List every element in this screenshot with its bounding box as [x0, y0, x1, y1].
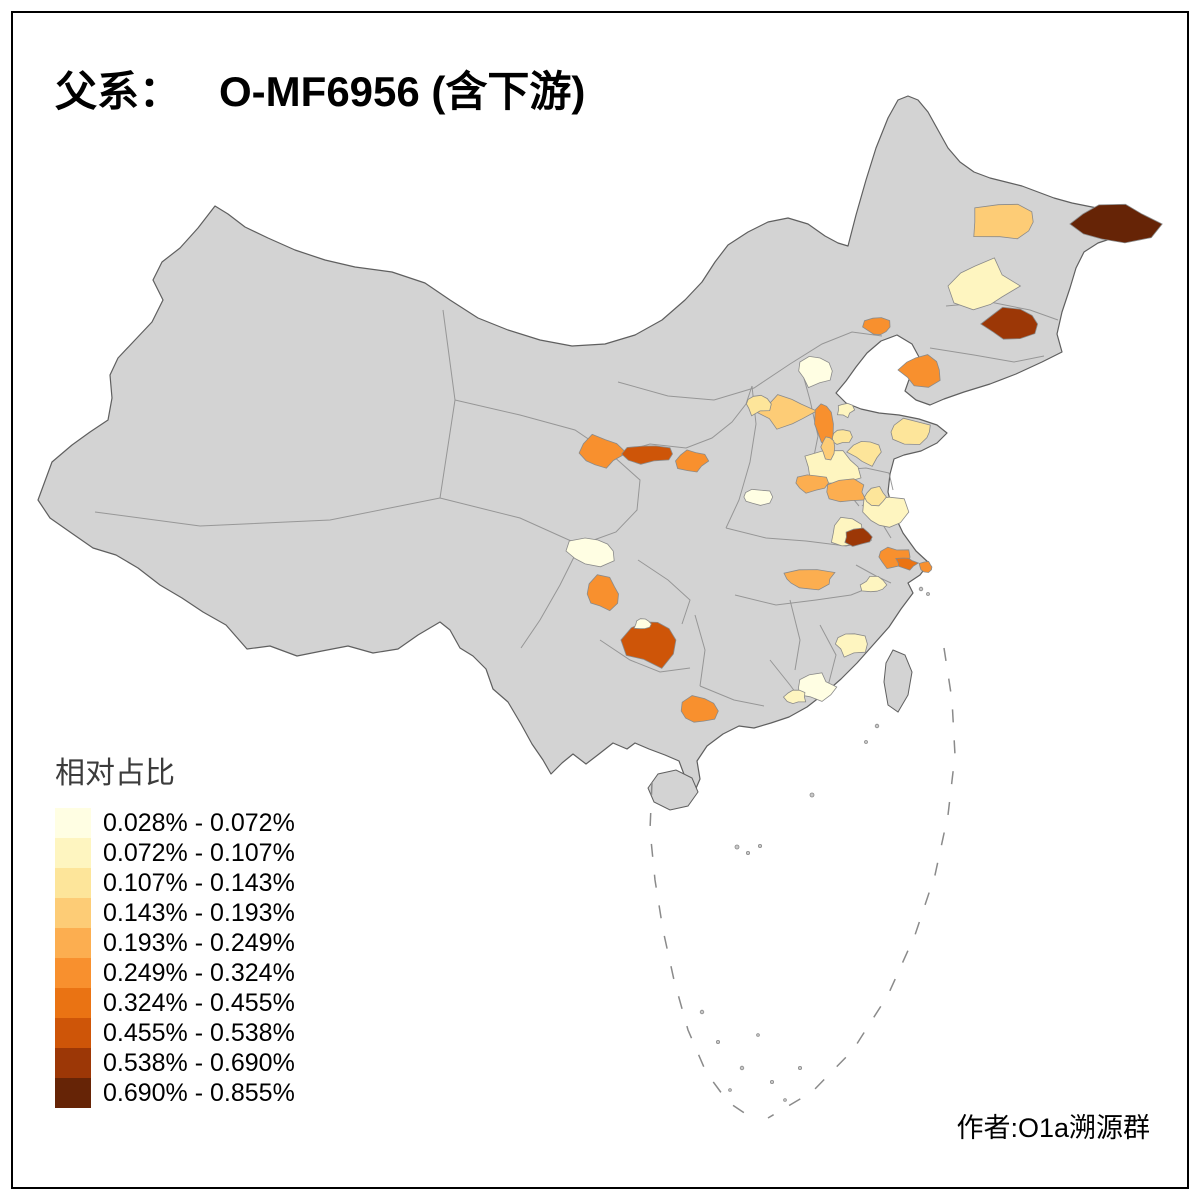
map-region-patch-guizhou-dot — [633, 618, 652, 630]
legend-row: 0.690% - 0.855% — [55, 1078, 295, 1108]
map-region-patch-henan-c — [795, 474, 830, 494]
choropleth-regions — [565, 203, 1163, 723]
legend-swatch — [55, 988, 91, 1018]
map-region-patch-henan-se — [826, 478, 867, 503]
legend-row: 0.072% - 0.107% — [55, 838, 295, 868]
legend-label: 0.455% - 0.538% — [103, 1018, 295, 1047]
map-region-patch-gansu — [578, 433, 628, 469]
taiwan-island — [883, 649, 913, 713]
legend-label: 0.193% - 0.249% — [103, 928, 295, 957]
legend-swatch — [55, 1078, 91, 1108]
legend-swatch — [55, 928, 91, 958]
attribution-text: 作者:O1a溯源群 — [956, 1113, 1150, 1143]
map-region-patch-hebei-s — [832, 429, 853, 445]
map-region-patch-ln-west — [862, 317, 891, 336]
small-islands — [699, 586, 930, 1102]
legend-swatch — [55, 958, 91, 988]
map-region-patch-hebei-c — [837, 402, 856, 419]
legend-row: 0.193% - 0.249% — [55, 928, 295, 958]
legend-label: 0.028% - 0.072% — [103, 808, 295, 837]
page-title: 父系： O-MF6956 (含下游) — [55, 58, 585, 119]
legend: 相对占比 0.028% - 0.072% 0.072% - 0.107% 0.107… — [55, 748, 295, 1108]
legend-row: 0.028% - 0.072% — [55, 808, 295, 838]
map-region-patch-hubei-strip — [783, 569, 836, 591]
legend-label: 0.107% - 0.143% — [103, 868, 295, 897]
map-region-patch-beijing — [798, 355, 833, 389]
legend-swatch — [55, 1048, 91, 1078]
map-region-patch-fujian-w — [798, 672, 838, 702]
legend-row: 0.455% - 0.538% — [55, 1018, 295, 1048]
legend-label: 0.072% - 0.107% — [103, 838, 295, 867]
map-region-patch-guangdong-e — [782, 689, 807, 705]
nine-dash-line — [649, 647, 956, 1119]
map-region-patch-shanghai — [918, 560, 933, 573]
map-region-patch-jiangxi-e — [834, 633, 868, 658]
map-region-patch-shandong-pen — [890, 417, 931, 445]
hainan-island — [647, 769, 699, 811]
map-region-patch-nanjing — [844, 527, 873, 547]
map-region-patch-guangxi — [680, 695, 719, 723]
legend-row: 0.143% - 0.193% — [55, 898, 295, 928]
legend-label: 0.249% - 0.324% — [103, 958, 295, 987]
legend-swatch — [55, 898, 91, 928]
map-region-patch-ne-tip — [1069, 203, 1163, 244]
map-region-patch-hlj-center — [947, 257, 1022, 311]
title-main: O-MF6956 (含下游) — [219, 68, 586, 115]
legend-row: 0.324% - 0.455% — [55, 988, 295, 1018]
legend-swatch — [55, 1018, 91, 1048]
legend-row: 0.107% - 0.143% — [55, 868, 295, 898]
legend-row: 0.249% - 0.324% — [55, 958, 295, 988]
map-region-patch-gansu-strip — [621, 445, 673, 465]
legend-label: 0.324% - 0.455% — [103, 988, 295, 1017]
map-region-patch-ningxia-s — [675, 449, 710, 473]
map-region-patch-sichuan-s — [586, 574, 619, 612]
legend-swatch — [55, 808, 91, 838]
legend-rows: 0.028% - 0.072% 0.072% - 0.107% 0.107% - 0… — [55, 808, 295, 1108]
legend-row: 0.538% - 0.690% — [55, 1048, 295, 1078]
map-region-patch-shanxi-n — [745, 394, 772, 417]
map-region-patch-shanxi-e — [820, 436, 836, 461]
map-region-patch-jilin — [980, 306, 1039, 340]
map-region-patch-suzhou-dark — [895, 557, 920, 571]
province-borders — [94, 301, 1059, 707]
map-region-patch-zhejiang-n — [859, 576, 888, 593]
legend-label: 0.143% - 0.193% — [103, 898, 295, 927]
title-prefix: 父系： — [55, 67, 182, 116]
map-region-patch-nm-east — [973, 203, 1034, 240]
map-region-patch-shandong-w — [846, 440, 882, 467]
legend-label: 0.538% - 0.690% — [103, 1048, 295, 1077]
map-region-patch-guanzhong — [743, 488, 774, 506]
map-region-patch-chengdu — [565, 537, 615, 568]
legend-title: 相对占比 — [55, 756, 175, 791]
legend-swatch — [55, 838, 91, 868]
legend-swatch — [55, 868, 91, 898]
map-region-patch-dalian — [897, 354, 941, 388]
legend-label: 0.690% - 0.855% — [103, 1078, 295, 1107]
map-region-patch-js-sd — [864, 485, 887, 507]
map-region-patch-guizhou — [620, 621, 677, 669]
